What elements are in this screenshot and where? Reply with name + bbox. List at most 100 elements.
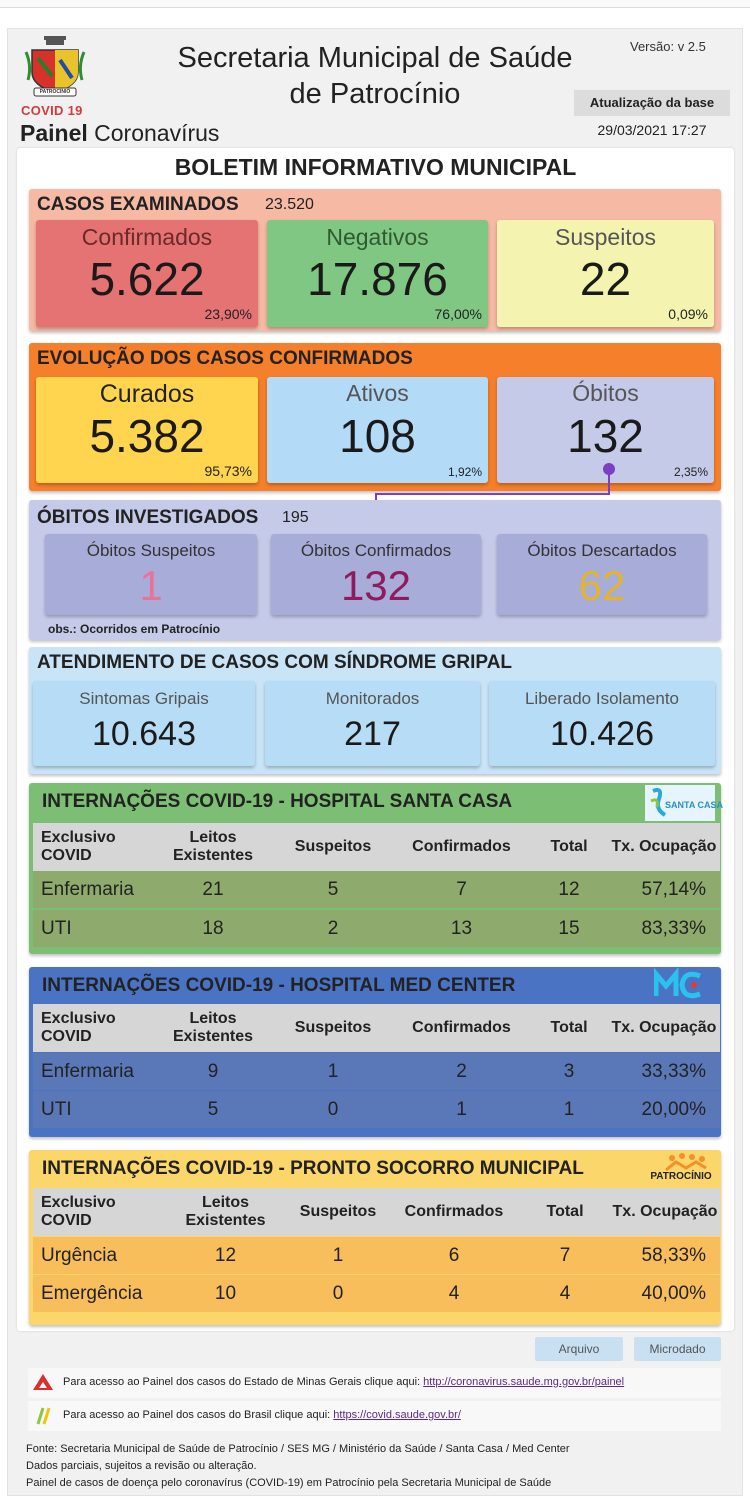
discarded-deaths-label: Óbitos Descartados [527,541,677,560]
med-center-table: Exclusivo COVID Leitos Existentes Suspei… [33,1004,720,1129]
suspect-value: 22 [579,253,632,305]
negative-pct: 76,00% [434,306,482,322]
mg-panel-text: Para acesso ao Painel dos casos do Estad… [63,1376,624,1388]
confirmed-value: 5.622 [89,253,205,305]
deaths-investigated-total: 195 [282,509,309,526]
deaths-value: 132 [567,410,644,462]
table-row: Urgência 12 1 6 7 58,33% [33,1237,720,1274]
bulletin-title: BOLETIM INFORMATIVO MUNICIPAL [174,154,577,180]
table-row: Enfermaria 9 1 2 3 33,33% [33,1053,720,1090]
cell: 20,00% [641,1099,706,1120]
med-center-title: INTERNAÇÕES COVID-19 - HOSPITAL MED CENT… [42,975,516,996]
brasil-panel-link[interactable]: https://covid.saude.gov.br/ [333,1409,461,1421]
confirmed-deaths-card: Óbitos Confirmados 132 [271,534,481,615]
table-row: Enfermaria 21 5 7 12 57,14% [33,871,720,908]
table-row: UTI 18 2 13 15 83,33% [33,910,720,947]
cell: 1 [332,1245,344,1266]
table-header: Exclusivo COVID Leitos Existentes Suspei… [33,1004,720,1052]
covid-label: COVID 19 [21,103,83,118]
suspect-deaths-label: Óbitos Suspeitos [86,541,216,560]
cell: 4 [448,1283,460,1304]
confirmed-deaths-value: 132 [340,562,412,609]
confirmed-label: Confirmados [81,224,213,250]
col-suspects: Suspeitos [299,1203,377,1220]
santa-casa-title: INTERNAÇÕES COVID-19 - HOSPITAL SANTA CA… [42,791,513,812]
cell: 21 [202,879,224,900]
footer-description: Painel de casos de doença pelo coronavír… [26,1477,552,1489]
col-confirmed: Confirmados [412,838,511,855]
brasil-panel-label: Para acesso ao Painel dos casos do Brasi… [63,1409,334,1421]
col-suspects: Suspeitos [294,1019,372,1036]
released-card: Liberado Isolamento 10.426 [489,681,715,766]
mg-panel-link-row: Para acesso ao Painel dos casos do Estad… [28,1368,721,1398]
monitored-value: 217 [344,715,401,753]
suspect-deaths-card: Óbitos Suspeitos 1 [45,534,257,615]
monitored-card: Monitorados 217 [265,681,480,766]
table-row: UTI 5 0 1 1 20,00% [33,1091,720,1128]
released-label: Liberado Isolamento [524,689,680,708]
med-center-logo-icon [654,968,701,999]
cell: 5 [327,879,339,900]
deaths-label: Óbitos [572,380,639,406]
flu-title: ATENDIMENTO DE CASOS COM SÍNDROME GRIPAL [37,652,513,673]
cell: 9 [207,1061,219,1082]
top-bar [0,0,750,8]
recovered-value: 5.382 [89,410,205,462]
flu-symptoms-card: Sintomas Gripais 10.643 [33,681,255,766]
cell: 0 [332,1283,344,1304]
col-total: Total [550,838,588,855]
col-total: Total [546,1203,584,1220]
pronto-socorro-title: INTERNAÇÕES COVID-19 - PRONTO SOCORRO MU… [42,1158,584,1179]
col-beds: Leitos Existentes [172,1010,254,1045]
deaths-investigated-title: ÓBITOS INVESTIGADOS [37,507,259,528]
minas-gerais-triangle-icon [33,1374,53,1390]
col-exclusive: Exclusivo COVID [41,1010,116,1045]
deaths-pct: 2,35% [673,465,708,479]
cell: 58,33% [641,1245,706,1266]
negative-value: 17.876 [307,253,448,305]
cell: 1 [456,1099,467,1120]
cell: 6 [448,1245,460,1266]
brasil-covid-icon [36,1407,51,1425]
cell: 12 [214,1245,237,1266]
col-occupancy: Tx. Ocupação [612,1203,718,1220]
microdado-button[interactable]: Microdado [634,1337,721,1361]
confirmed-card: Confirmados 5.622 23,90% [36,220,258,327]
negative-label: Negativos [326,224,429,250]
update-datetime: 29/03/2021 17:27 [597,122,707,138]
page-title-line2: de Patrocínio [289,78,461,110]
cell: 2 [327,918,339,939]
cell: 33,33% [641,1061,706,1082]
col-total: Total [550,1019,588,1036]
painel-title: Painel Coronavírus [20,120,219,147]
released-value: 10.426 [550,715,654,753]
cell: Enfermaria [41,879,134,900]
suspect-deaths-value: 1 [139,562,163,609]
arquivo-button[interactable]: Arquivo [535,1337,623,1361]
cell: 1 [563,1099,575,1120]
cell: 5 [207,1099,219,1120]
confirmed-deaths-label: Óbitos Confirmados [300,541,452,560]
col-exclusive: Exclusivo COVID [41,829,116,864]
evolution-title: EVOLUÇÃO DOS CASOS CONFIRMADOS [37,348,413,369]
suspect-label: Suspeitos [554,224,656,250]
monitored-label: Monitorados [325,689,420,708]
col-suspects: Suspeitos [294,838,372,855]
active-value: 108 [339,410,416,462]
cell: 18 [202,918,224,939]
coat-of-arms-icon [24,36,86,97]
santa-casa-table: Exclusivo COVID Leitos Existentes Suspei… [33,823,720,947]
cell: 40,00% [641,1283,706,1304]
flu-symptoms-label: Sintomas Gripais [79,689,209,708]
cell: 13 [450,918,473,939]
cell: 10 [214,1283,237,1304]
mg-panel-link[interactable]: http://coronavirus.saude.mg.gov.br/paine… [423,1376,625,1388]
cell: 7 [456,879,467,900]
col-exclusive: Exclusivo COVID [41,1194,116,1229]
pronto-socorro-table: Exclusivo COVID Leitos Existentes Suspei… [33,1188,720,1316]
col-occupancy: Tx. Ocupação [611,1019,717,1036]
painel-rest: Coronavírus [87,120,220,146]
cell: 4 [559,1283,571,1304]
col-beds: Leitos Existentes [172,829,254,864]
col-confirmed: Confirmados [404,1203,504,1220]
